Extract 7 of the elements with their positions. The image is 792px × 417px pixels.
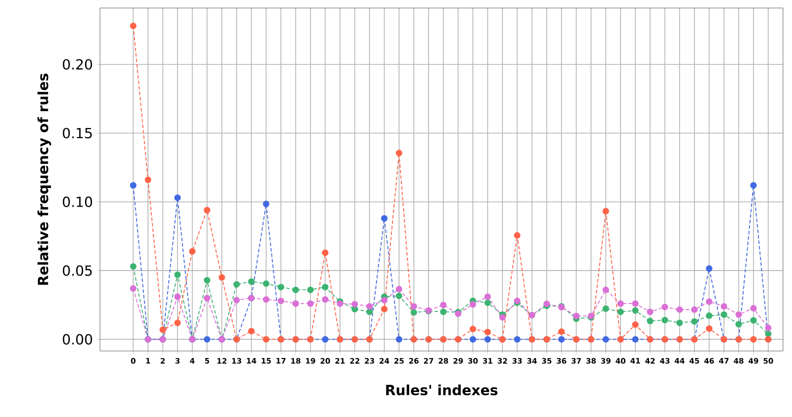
y-tick-label: 0.00 bbox=[62, 334, 92, 345]
y-axis-title: Relative frequency of rules bbox=[37, 74, 52, 285]
y-tick-label: 0.05 bbox=[62, 265, 92, 276]
y-tick-label: 0.20 bbox=[62, 59, 92, 70]
x-axis-title: Rules' indexes bbox=[386, 384, 498, 396]
y-tick-label: 0.15 bbox=[62, 128, 92, 138]
y-tick-label: 0.10 bbox=[62, 196, 92, 208]
